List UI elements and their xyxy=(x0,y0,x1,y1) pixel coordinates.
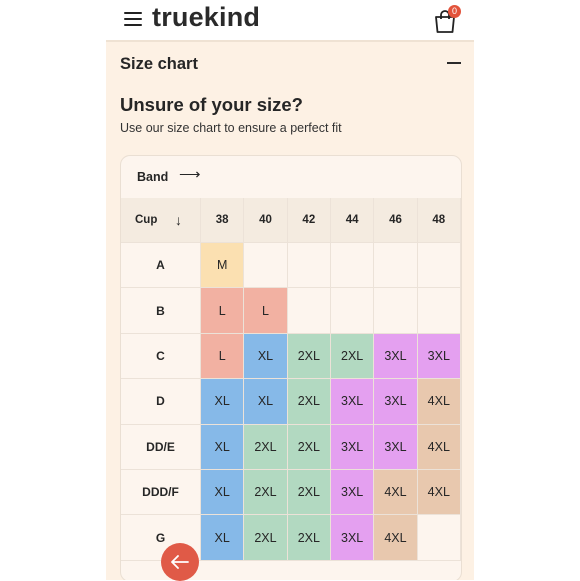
empty-cell xyxy=(374,288,418,334)
empty-cell xyxy=(244,243,288,289)
size-cell: 2XL xyxy=(287,515,331,561)
band-header-row: Band ⟶ xyxy=(121,156,461,198)
accordion-title[interactable]: Size chart xyxy=(120,55,198,73)
size-cell: 4XL xyxy=(374,515,418,561)
hamburger-icon[interactable] xyxy=(124,12,142,26)
size-cell: XL xyxy=(201,515,245,561)
size-cell: 2XL xyxy=(287,333,331,380)
band-label: Band xyxy=(137,170,169,184)
size-cell: XL xyxy=(201,470,245,516)
cart-count-badge: 0 xyxy=(448,5,461,18)
size-cell: 2XL xyxy=(244,515,288,561)
empty-cell xyxy=(374,243,418,289)
size-cell: 3XL xyxy=(417,333,461,380)
size-cell: 3XL xyxy=(330,424,375,470)
cup-size-label: DD/E xyxy=(121,424,201,470)
size-cell: 2XL xyxy=(244,470,288,516)
band-size-header: 42 xyxy=(287,198,331,243)
cup-size-label: B xyxy=(121,288,201,334)
size-cell: 3XL xyxy=(330,379,375,425)
empty-cell xyxy=(330,288,375,334)
empty-cell xyxy=(417,515,461,561)
size-cell: 3XL xyxy=(374,333,418,380)
empty-cell xyxy=(330,243,375,289)
size-grid: Cup ↓ 38 40 42 44 46 48 A M B L L C L XL 2XL 2XL 3XL 3XL D XL… xyxy=(121,198,461,580)
top-header: truekind 0 xyxy=(106,0,474,40)
cup-label: Cup xyxy=(135,214,158,226)
size-cell: L xyxy=(244,288,288,334)
band-size-header: 38 xyxy=(201,198,245,243)
size-cell: 2XL xyxy=(287,424,331,470)
cup-header: Cup ↓ xyxy=(121,198,201,243)
size-cell: 3XL xyxy=(330,515,375,561)
size-cell: XL xyxy=(201,424,245,470)
size-cell: 2XL xyxy=(244,424,288,470)
brand-logo[interactable]: truekind xyxy=(152,2,261,32)
back-button[interactable] xyxy=(161,543,199,581)
empty-cell xyxy=(287,243,331,289)
arrow-left-icon xyxy=(171,555,189,569)
empty-cell xyxy=(287,288,331,334)
size-heading: Unsure of your size? xyxy=(120,94,303,115)
size-chart-table: Band ⟶ Cup ↓ 38 40 42 44 46 48 A M B L L C L XL 2XL 2XL 3X… xyxy=(120,155,462,580)
size-help-text: Use our size chart to ensure a perfect f… xyxy=(120,121,342,135)
size-cell: 2XL xyxy=(330,333,375,380)
arrow-right-icon: ⟶ xyxy=(179,166,201,183)
size-cell: 2XL xyxy=(287,470,331,516)
size-cell: L xyxy=(201,333,245,380)
band-size-header: 48 xyxy=(417,198,461,243)
empty-cell xyxy=(417,288,461,334)
band-size-header: 44 xyxy=(330,198,375,243)
size-chart-panel: Size chart Unsure of your size? Use our … xyxy=(106,40,474,580)
minus-icon[interactable] xyxy=(447,62,461,64)
size-cell: 3XL xyxy=(330,470,375,516)
empty-cell xyxy=(417,243,461,289)
size-cell: 4XL xyxy=(417,379,461,425)
cup-size-label: DDD/F xyxy=(121,470,201,516)
divider xyxy=(106,40,474,42)
cup-size-label: A xyxy=(121,243,201,289)
size-cell: XL xyxy=(244,379,288,425)
size-cell: M xyxy=(201,243,245,289)
size-cell: XL xyxy=(201,379,245,425)
cup-size-label: D xyxy=(121,379,201,425)
size-cell: 3XL xyxy=(374,424,418,470)
size-cell: XL xyxy=(244,333,288,380)
band-size-header: 40 xyxy=(244,198,288,243)
size-cell: 3XL xyxy=(374,379,418,425)
cup-size-label: C xyxy=(121,333,201,380)
size-cell: 4XL xyxy=(417,470,461,516)
size-cell: 2XL xyxy=(287,379,331,425)
arrow-down-icon: ↓ xyxy=(175,212,182,228)
size-cell: 4XL xyxy=(374,470,418,516)
band-size-header: 46 xyxy=(374,198,418,243)
size-cell: 4XL xyxy=(417,424,461,470)
size-cell: L xyxy=(201,288,245,334)
